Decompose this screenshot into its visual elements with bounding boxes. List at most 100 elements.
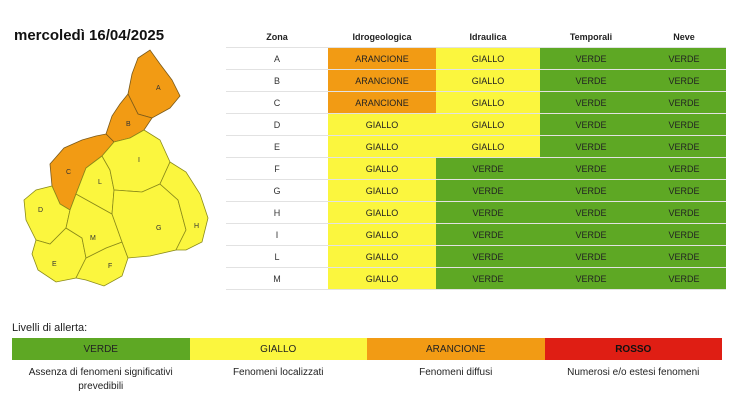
idrogeologica-cell: GIALLO [328,267,436,290]
map-label-f: F [108,263,112,270]
neve-cell: VERDE [642,267,726,290]
zone-cell: H [226,201,328,224]
idrogeologica-cell: ARANCIONE [328,47,436,70]
map-zone-h [159,161,209,251]
legend-desc-verde: Assenza di fenomeni significativi preved… [28,367,173,392]
header-idrogeologica: Idrogeologica [328,27,436,48]
idrogeologica-cell: GIALLO [328,135,436,158]
zone-cell: I [226,223,328,246]
neve-cell: VERDE [642,91,726,114]
neve-cell: VERDE [642,223,726,246]
map-label-m: M [90,235,96,242]
alert-table: Zona Idrogeologica Idraulica Temporali N… [226,27,726,290]
zone-cell: E [226,135,328,158]
legend-desc-giallo: Fenomeni localizzati [232,367,324,378]
idrogeologica-cell: GIALLO [328,245,436,268]
table-header-row: Zona Idrogeologica Idraulica Temporali N… [226,27,726,48]
temporali-cell: VERDE [540,91,642,114]
idraulica-cell: VERDE [436,157,540,180]
idrogeologica-cell: GIALLO [328,113,436,136]
temporali-cell: VERDE [540,47,642,70]
neve-cell: VERDE [642,135,726,158]
map-zone-a [127,49,181,119]
idrogeologica-cell: ARANCIONE [328,69,436,92]
map-label-h: H [194,223,199,230]
neve-cell: VERDE [642,245,726,268]
table-row: F GIALLO VERDE VERDE VERDE [226,157,726,180]
idraulica-cell: GIALLO [436,91,540,114]
idraulica-cell: GIALLO [436,135,540,158]
header-zona: Zona [226,27,328,48]
legend-swatch-giallo: GIALLO [189,338,367,360]
temporali-cell: VERDE [540,135,642,158]
temporali-cell: VERDE [540,201,642,224]
idrogeologica-cell: ARANCIONE [328,91,436,114]
table-row: E GIALLO GIALLO VERDE VERDE [226,135,726,158]
temporali-cell: VERDE [540,223,642,246]
temporali-cell: VERDE [540,69,642,92]
map-label-l: L [98,179,102,186]
map-label-a: A [156,85,161,92]
idrogeologica-cell: GIALLO [328,223,436,246]
legend-swatch-arancione: ARANCIONE [367,338,545,360]
zone-cell: L [226,245,328,268]
zone-cell: B [226,69,328,92]
map-label-e: E [52,261,57,268]
header-temporali: Temporali [540,27,642,48]
table-row: A ARANCIONE GIALLO VERDE VERDE [226,47,726,70]
header-neve: Neve [642,27,726,48]
zone-cell: C [226,91,328,114]
neve-cell: VERDE [642,113,726,136]
neve-cell: VERDE [642,157,726,180]
zone-cell: M [226,267,328,290]
legend-desc-arancione: Fenomeni diffusi [419,367,493,378]
piemonte-zone-map: A B C D E F G H I L M [23,49,209,287]
date-title: mercoledì 16/04/2025 [14,27,165,44]
table-row: D GIALLO GIALLO VERDE VERDE [226,113,726,136]
zone-cell: G [226,179,328,202]
alert-table-body: A ARANCIONE GIALLO VERDE VERDE B ARANCIONE GIAL… [226,47,726,290]
neve-cell: VERDE [642,179,726,202]
neve-cell: VERDE [642,47,726,70]
zone-cell: F [226,157,328,180]
table-row: C ARANCIONE GIALLO VERDE VERDE [226,91,726,114]
temporali-cell: VERDE [540,267,642,290]
table-row: I GIALLO VERDE VERDE VERDE [226,223,726,246]
table-row: G GIALLO VERDE VERDE VERDE [226,179,726,202]
legend-swatch-rosso: ROSSO [544,338,722,360]
idraulica-cell: VERDE [436,201,540,224]
zone-cell: D [226,113,328,136]
zone-cell: A [226,47,328,70]
table-row: L GIALLO VERDE VERDE VERDE [226,245,726,268]
legend-title: Livelli di allerta: [12,322,88,334]
map-label-b: B [126,121,131,128]
header-idraulica: Idraulica [436,27,540,48]
table-row: M GIALLO VERDE VERDE VERDE [226,267,726,290]
idraulica-cell: GIALLO [436,69,540,92]
legend-swatch-verde: VERDE [12,338,190,360]
idraulica-cell: VERDE [436,223,540,246]
idrogeologica-cell: GIALLO [328,179,436,202]
map-label-g: G [156,225,161,232]
neve-cell: VERDE [642,69,726,92]
idraulica-cell: GIALLO [436,47,540,70]
idrogeologica-cell: GIALLO [328,201,436,224]
temporali-cell: VERDE [540,179,642,202]
table-row: H GIALLO VERDE VERDE VERDE [226,201,726,224]
idrogeologica-cell: GIALLO [328,157,436,180]
temporali-cell: VERDE [540,245,642,268]
legend-bar: VERDE GIALLO ARANCIONE ROSSO [12,338,722,360]
idraulica-cell: VERDE [436,245,540,268]
map-label-i: I [138,157,140,164]
map-label-d: D [38,207,43,214]
temporali-cell: VERDE [540,157,642,180]
idraulica-cell: GIALLO [436,113,540,136]
idraulica-cell: VERDE [436,267,540,290]
legend-descriptions: Assenza di fenomeni significativi preved… [12,366,722,394]
map-label-c: C [66,169,71,176]
legend-desc-rosso: Numerosi e/o estesi fenomeni [567,367,700,378]
neve-cell: VERDE [642,201,726,224]
table-row: B ARANCIONE GIALLO VERDE VERDE [226,69,726,92]
temporali-cell: VERDE [540,113,642,136]
idraulica-cell: VERDE [436,179,540,202]
